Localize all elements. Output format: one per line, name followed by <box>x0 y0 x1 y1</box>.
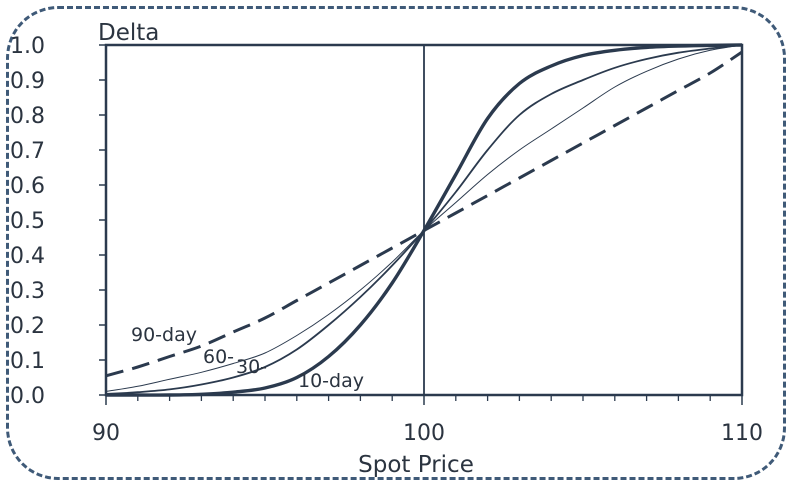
y-tick-label: 0.7 <box>10 139 45 164</box>
x-tick-label: 110 <box>721 421 763 446</box>
series-label-90-day: 90-day <box>131 324 197 346</box>
x-tick-label: 100 <box>403 421 445 446</box>
x-minor-ticks <box>137 395 711 401</box>
series-group <box>105 43 743 397</box>
y-tick-label: 0.6 <box>10 174 45 199</box>
series-labels: 10-day 30-60- 90-day <box>131 324 364 392</box>
y-tick-label: 0.0 <box>10 384 45 409</box>
y-tick-label: 0.5 <box>10 209 45 234</box>
x-axis-title: Spot Price <box>358 452 474 478</box>
series-line-60 <box>105 44 743 392</box>
y-tick-label: 0.3 <box>10 279 45 304</box>
y-axis-title: Delta <box>98 20 159 46</box>
y-tick-label: 1.0 <box>10 34 45 59</box>
y-tick-labels: 0.0 0.1 0.2 0.3 0.4 0.5 0.6 0.7 0.8 0.9 1.0 <box>10 34 106 409</box>
series-label-60: 60- <box>203 346 234 368</box>
y-tick-label: 0.9 <box>10 69 45 94</box>
series-label-10-day: 10-day <box>298 370 364 392</box>
x-tick-labels: 90 100 110 <box>92 395 763 446</box>
series-line-90-day <box>105 50 743 378</box>
chart-frame <box>6 6 786 480</box>
x-tick-label: 90 <box>92 421 120 446</box>
y-tick-label: 0.8 <box>10 104 45 129</box>
y-tick-label: 0.1 <box>10 349 45 374</box>
series-label-30: 30- <box>236 356 267 378</box>
y-tick-label: 0.2 <box>10 314 45 339</box>
y-tick-label: 0.4 <box>10 244 45 269</box>
